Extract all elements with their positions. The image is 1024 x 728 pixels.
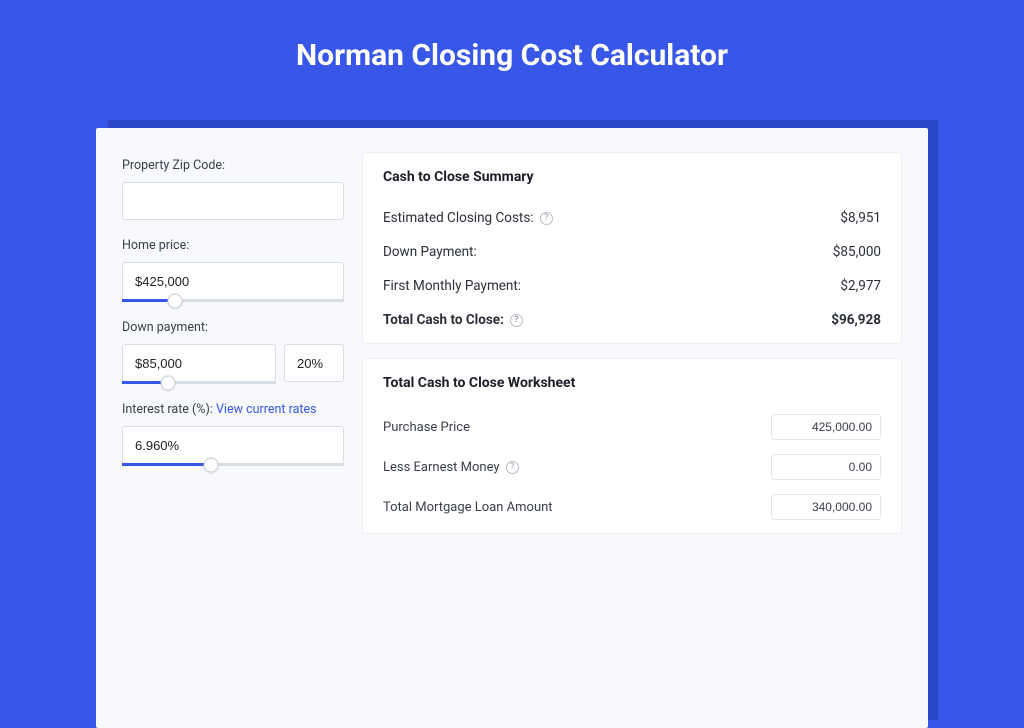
- summary-row-first-payment: First Monthly Payment: $2,977: [383, 269, 881, 303]
- down-payment-label: Down payment:: [122, 320, 344, 335]
- summary-total-label: Total Cash to Close:: [383, 312, 504, 328]
- interest-rate-field-group: Interest rate (%): View current rates: [122, 402, 344, 466]
- view-rates-link[interactable]: View current rates: [216, 402, 317, 417]
- zip-label: Property Zip Code:: [122, 158, 344, 173]
- worksheet-title: Total Cash to Close Worksheet: [383, 375, 881, 391]
- interest-rate-label: Interest rate (%):: [122, 402, 213, 417]
- summary-row-label: Down Payment:: [383, 244, 477, 260]
- down-payment-slider[interactable]: [122, 381, 276, 384]
- home-price-field-group: Home price:: [122, 238, 344, 302]
- down-payment-row: [122, 344, 344, 384]
- zip-input[interactable]: [122, 182, 344, 220]
- slider-thumb[interactable]: [203, 457, 218, 472]
- worksheet-label: Purchase Price: [383, 420, 470, 435]
- slider-fill: [122, 463, 211, 466]
- worksheet-row-label: Less Earnest Money: [383, 460, 500, 475]
- down-payment-pct-input[interactable]: [284, 344, 344, 382]
- home-price-slider-wrap: [122, 262, 344, 302]
- summary-title: Cash to Close Summary: [383, 169, 881, 185]
- summary-label: Down Payment:: [383, 244, 477, 260]
- worksheet-row-mortgage-amount: Total Mortgage Loan Amount: [383, 487, 881, 527]
- slider-thumb[interactable]: [168, 293, 183, 308]
- inputs-column: Property Zip Code: Home price: Down paym…: [122, 152, 344, 704]
- worksheet-row-earnest-money: Less Earnest Money ?: [383, 447, 881, 487]
- slider-thumb[interactable]: [161, 375, 176, 390]
- home-price-slider[interactable]: [122, 299, 344, 302]
- page-title: Norman Closing Cost Calculator: [0, 0, 1024, 101]
- home-price-input[interactable]: [122, 262, 344, 300]
- summary-row-label: First Monthly Payment:: [383, 278, 521, 294]
- help-icon[interactable]: ?: [510, 314, 523, 327]
- worksheet-row-purchase-price: Purchase Price: [383, 407, 881, 447]
- home-price-label: Home price:: [122, 238, 344, 253]
- worksheet-panel: Total Cash to Close Worksheet Purchase P…: [362, 358, 902, 534]
- zip-field-group: Property Zip Code:: [122, 158, 344, 220]
- interest-rate-slider[interactable]: [122, 463, 344, 466]
- down-payment-field-group: Down payment:: [122, 320, 344, 384]
- summary-label: Estimated Closing Costs: ?: [383, 210, 553, 226]
- summary-row-down-payment: Down Payment: $85,000: [383, 235, 881, 269]
- worksheet-row-label: Purchase Price: [383, 420, 470, 435]
- help-icon[interactable]: ?: [540, 212, 553, 225]
- earnest-money-input[interactable]: [771, 454, 881, 480]
- summary-label: First Monthly Payment:: [383, 278, 521, 294]
- worksheet-row-label: Total Mortgage Loan Amount: [383, 500, 553, 515]
- worksheet-label: Less Earnest Money ?: [383, 460, 519, 475]
- purchase-price-input[interactable]: [771, 414, 881, 440]
- summary-row-label: Estimated Closing Costs:: [383, 210, 534, 226]
- summary-row-closing-costs: Estimated Closing Costs: ? $8,951: [383, 201, 881, 235]
- summary-row-total: Total Cash to Close: ? $96,928: [383, 303, 881, 337]
- worksheet-label: Total Mortgage Loan Amount: [383, 500, 553, 515]
- summary-row-value: $8,951: [840, 210, 881, 226]
- results-column: Cash to Close Summary Estimated Closing …: [362, 152, 902, 704]
- down-payment-input[interactable]: [122, 344, 276, 382]
- interest-rate-slider-wrap: [122, 426, 344, 466]
- calculator-card: Property Zip Code: Home price: Down paym…: [96, 128, 928, 728]
- summary-row-value: $2,977: [840, 278, 881, 294]
- summary-panel: Cash to Close Summary Estimated Closing …: [362, 152, 902, 344]
- interest-rate-label-row: Interest rate (%): View current rates: [122, 402, 344, 417]
- help-icon[interactable]: ?: [506, 461, 519, 474]
- summary-label: Total Cash to Close: ?: [383, 312, 523, 328]
- summary-total-value: $96,928: [831, 312, 881, 328]
- down-payment-main: [122, 344, 276, 384]
- summary-row-value: $85,000: [833, 244, 881, 260]
- mortgage-amount-input[interactable]: [771, 494, 881, 520]
- interest-rate-input[interactable]: [122, 426, 344, 464]
